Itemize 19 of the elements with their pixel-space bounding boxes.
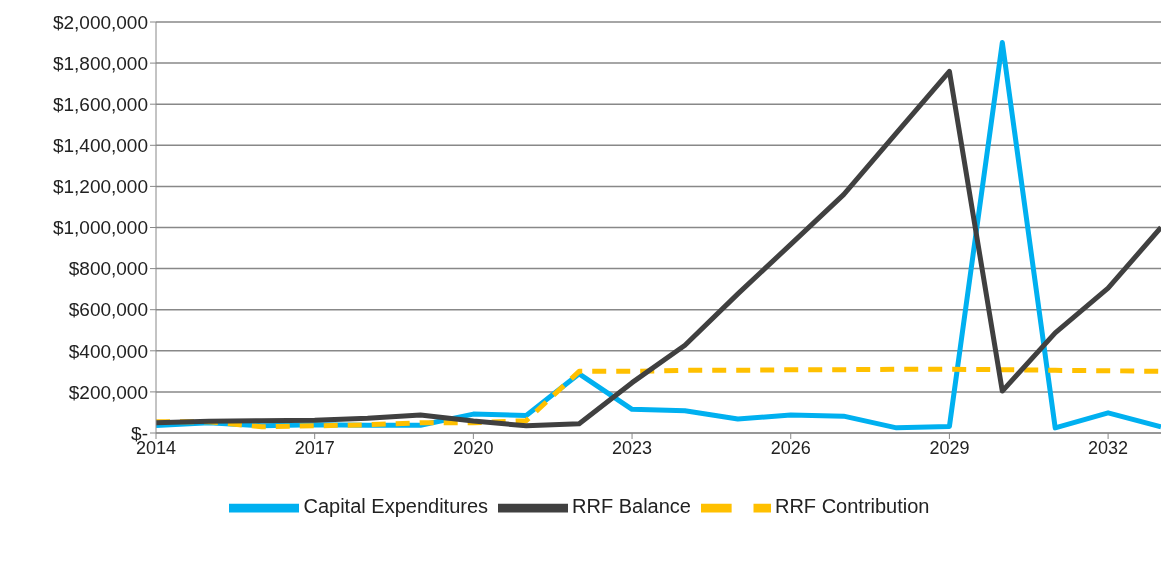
x-tick-label: 2029 — [929, 437, 970, 458]
y-tick-label: $400,000 — [68, 340, 148, 362]
x-tick-label: 2020 — [453, 437, 494, 458]
x-tick-label: 2017 — [294, 437, 335, 458]
x-tick-label: 2032 — [1088, 437, 1129, 458]
y-tick-label: $1,400,000 — [52, 135, 148, 157]
y-tick-label: $2,000,000 — [52, 11, 148, 33]
y-tick-label: $1,800,000 — [52, 52, 148, 74]
y-tick-label: $1,600,000 — [52, 93, 148, 115]
legend-label: Capital Expenditures — [303, 495, 489, 518]
y-tick-label: $1,200,000 — [52, 176, 148, 198]
legend-label: RRF Contribution — [774, 495, 930, 518]
y-tick-label: $200,000 — [68, 381, 148, 403]
y-tick-label: $800,000 — [68, 258, 148, 280]
y-tick-label: $1,000,000 — [52, 217, 148, 239]
x-tick-label: 2026 — [770, 437, 811, 458]
legend-label: RRF Balance — [572, 495, 691, 518]
x-tick-label: 2023 — [612, 437, 653, 458]
y-tick-label: $600,000 — [68, 299, 148, 321]
